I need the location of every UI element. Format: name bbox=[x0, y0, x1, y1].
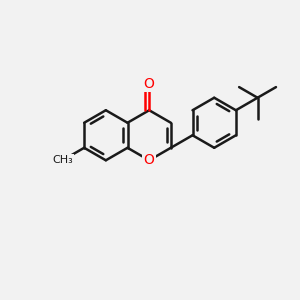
Text: CH₃: CH₃ bbox=[52, 155, 73, 165]
Text: O: O bbox=[144, 153, 154, 167]
Text: O: O bbox=[144, 76, 154, 91]
